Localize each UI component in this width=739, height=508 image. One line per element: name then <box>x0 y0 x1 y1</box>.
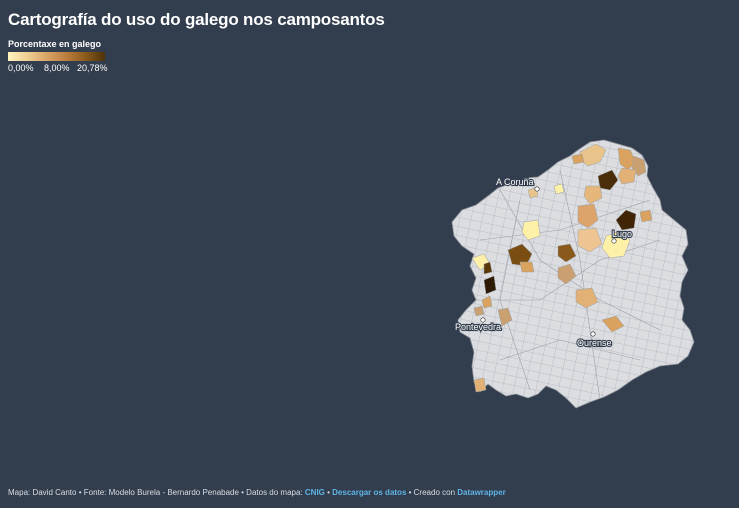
legend-tick-min: 0,00% <box>8 63 34 73</box>
municipality-shape[interactable] <box>557 263 577 285</box>
city-label-ourense: Ourense <box>577 338 612 348</box>
color-legend: Porcentaxe en galego 0,00% 8,00% 20,78% <box>8 39 118 75</box>
municipality-shape[interactable] <box>639 209 653 223</box>
municipality-shape[interactable] <box>519 261 535 273</box>
city-label-a-coruna: A Coruña <box>496 177 534 187</box>
city-dot <box>480 317 486 323</box>
city-markers <box>480 186 617 337</box>
municipality-shape[interactable] <box>571 153 585 165</box>
footer-created-text: • Creado con <box>406 488 458 497</box>
municipality-shape[interactable] <box>557 243 577 263</box>
city-dot <box>534 186 540 192</box>
legend-tick-max: 20,78% <box>77 63 108 73</box>
municipality-shape[interactable] <box>481 295 493 309</box>
datawrapper-link[interactable]: Datawrapper <box>457 488 506 497</box>
municipality-shape[interactable] <box>617 167 637 185</box>
municipality-shape[interactable] <box>575 287 599 309</box>
download-data-link[interactable]: Descargar os datos <box>332 488 407 497</box>
chart-title: Cartografía do uso do galego nos camposa… <box>8 10 385 29</box>
city-labels: A Coruña Lugo Pontevedra Ourense <box>454 176 633 349</box>
footer-credit-text: Mapa: David Canto • Fonte: Modelo Burela… <box>8 488 305 497</box>
legend-tick-mid: 8,00% <box>44 63 70 73</box>
colored-municipalities <box>471 143 653 393</box>
city-dot <box>590 331 596 337</box>
legend-title: Porcentaxe en galego <box>8 39 102 49</box>
galicia-region: A Coruña Lugo Pontevedra Ourense <box>451 139 695 409</box>
legend-ticks: 0,00% 8,00% 20,78% <box>8 63 118 75</box>
cnig-link[interactable]: CNIG <box>304 488 325 497</box>
municipality-shape[interactable] <box>601 231 631 259</box>
legend-gradient-bar <box>8 52 105 61</box>
municipality-shape[interactable] <box>483 261 493 275</box>
municipality-shape[interactable] <box>497 307 513 327</box>
municipality-shape[interactable] <box>615 209 637 231</box>
municipality-shape[interactable] <box>483 275 497 295</box>
footer-separator: • <box>324 488 333 497</box>
municipality-shape[interactable] <box>577 203 599 229</box>
municipality-shape[interactable] <box>553 183 565 195</box>
municipality-shape[interactable] <box>601 315 625 333</box>
municipality-shape[interactable] <box>473 305 485 317</box>
municipality-shape[interactable] <box>583 185 603 205</box>
municipality-shape[interactable] <box>507 243 533 267</box>
city-label-pontevedra: Pontevedra <box>455 322 501 332</box>
city-label-lugo: Lugo <box>612 229 632 239</box>
municipality-shape[interactable] <box>473 377 487 393</box>
municipality-shape[interactable] <box>577 227 603 253</box>
city-dot <box>611 238 617 244</box>
municipality-shape[interactable] <box>617 147 637 171</box>
footer-credits: Mapa: David Canto • Fonte: Modelo Burela… <box>8 488 506 497</box>
municipality-shape[interactable] <box>521 219 541 241</box>
